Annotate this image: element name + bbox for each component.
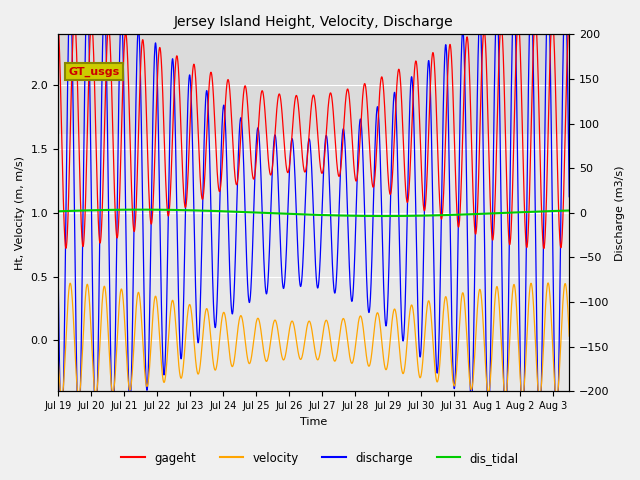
Title: Jersey Island Height, Velocity, Discharge: Jersey Island Height, Velocity, Discharg…: [174, 15, 453, 29]
Y-axis label: Discharge (m3/s): Discharge (m3/s): [615, 165, 625, 261]
Bar: [58, 35, 569, 134]
Legend: gageht, velocity, discharge, dis_tidal: gageht, velocity, discharge, dis_tidal: [116, 447, 524, 469]
X-axis label: Time: Time: [300, 417, 327, 427]
Y-axis label: Ht, Velocity (m, m/s): Ht, Velocity (m, m/s): [15, 156, 25, 270]
Text: GT_usgs: GT_usgs: [68, 66, 120, 77]
